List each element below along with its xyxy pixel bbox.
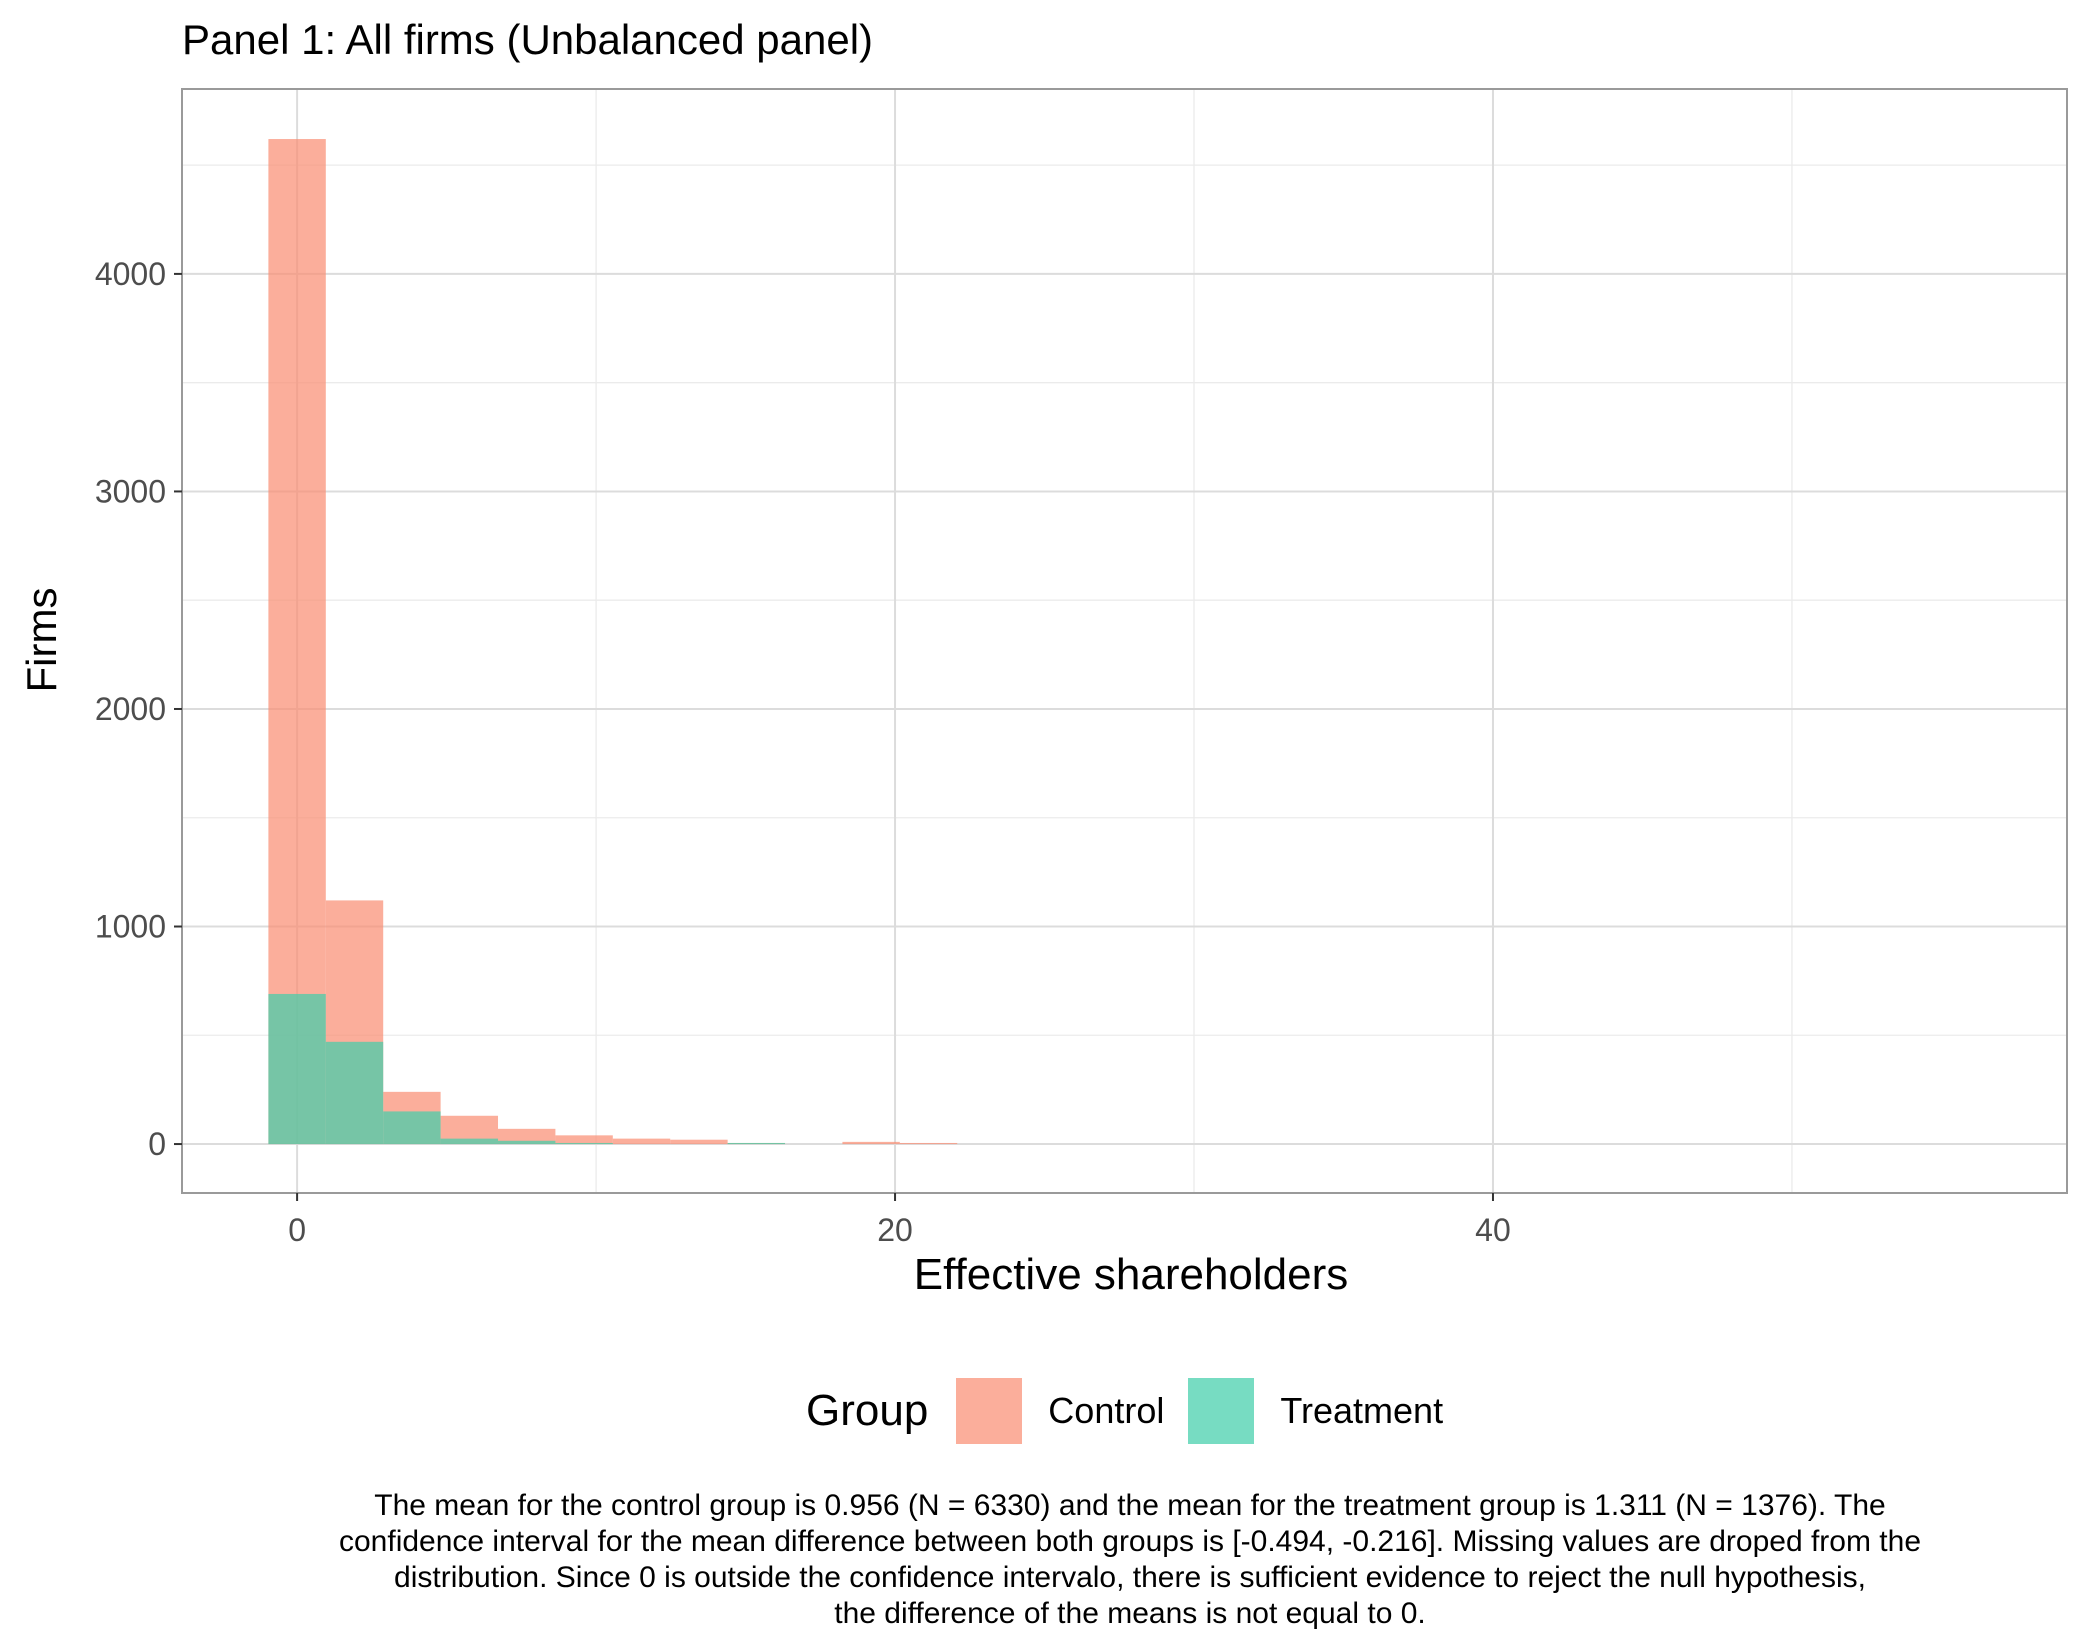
caption-line: confidence interval for the mean differe… [338,1525,1922,1558]
x-tick-label: 40 [1475,1212,1511,1248]
caption-line: The mean for the control group is 0.956 … [374,1489,1886,1522]
x-tick-label: 0 [288,1212,306,1248]
legend-item-control: Control [956,1378,1164,1444]
bars-layer [268,139,958,1145]
legend-label-treatment: Treatment [1280,1390,1444,1431]
legend: Group Control Treatment [806,1378,1467,1444]
chart-caption: The mean for the control group is 0.956 … [150,1488,2100,1632]
legend-item-treatment: Treatment [1188,1378,1443,1444]
histogram-bar-treatment [555,1142,613,1145]
y-tick-label: 1000 [95,909,166,945]
y-tick-label: 0 [148,1126,166,1162]
histogram-bar-control [555,1135,613,1145]
panel-border [181,88,2068,1194]
caption-line: the difference of the means is not equal… [834,1597,1426,1630]
histogram-bar-control [899,1142,958,1145]
histogram-bar-control [498,1128,556,1145]
axis-layer: 0 1000 2000 3000 4000 0 20 40 [95,88,2068,1248]
caption-line: distribution. Since 0 is outside the con… [394,1561,1866,1594]
legend-label-control: Control [1048,1390,1165,1431]
histogram-bar-treatment [383,1111,441,1145]
chart-title: Panel 1: All firms (Unbalanced panel) [182,16,874,63]
histogram-bar-treatment [498,1140,556,1145]
legend-key-treatment [1188,1378,1255,1444]
histogram-bar-treatment [325,1041,384,1145]
y-tick-label: 3000 [95,473,166,509]
grid-layer [182,89,2067,1193]
histogram-bar-control [842,1141,900,1145]
y-axis-label: Firms [18,587,65,693]
histogram-bar-treatment [727,1142,786,1145]
x-tick-label: 20 [877,1212,913,1248]
histogram-bar-control [670,1139,728,1145]
histogram-bar-treatment [268,993,326,1145]
histogram-bar-control [612,1138,671,1145]
legend-key-control [956,1378,1023,1444]
legend-title: Group [806,1386,929,1435]
histogram-bar-treatment [440,1138,499,1145]
y-tick-label: 2000 [95,691,166,727]
x-axis-label: Effective shareholders [913,1250,1349,1299]
histogram-bar-control [268,139,326,1145]
y-tick-label: 4000 [95,256,166,292]
